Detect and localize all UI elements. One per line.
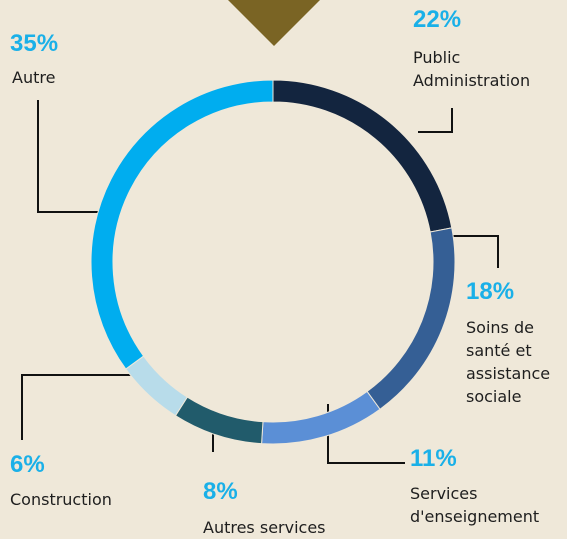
leader-line (418, 108, 453, 133)
value-label: 22% (413, 6, 462, 33)
category-label: Construction (10, 490, 112, 509)
category-label: Public Administration (413, 48, 531, 90)
leader-line (37, 100, 105, 213)
donut-slice (125, 355, 188, 417)
leader-line (440, 235, 499, 268)
donut-slice (90, 79, 274, 370)
pointer-triangle (228, 0, 320, 46)
donut-slice (366, 227, 456, 410)
category-label: Autres services (203, 518, 326, 537)
category-label: Soins de santé et assistance sociale (466, 318, 551, 406)
category-label: Autre (12, 68, 56, 87)
value-label: 35% (10, 30, 59, 57)
donut-slice (272, 79, 453, 233)
value-label: 8% (203, 478, 238, 505)
value-label: 11% (410, 445, 457, 472)
value-label: 6% (10, 451, 45, 478)
donut-slice (261, 390, 381, 445)
donut-slice (174, 396, 264, 445)
category-label: Services d'enseignement (410, 484, 540, 526)
value-label: 18% (466, 278, 515, 305)
leader-line (21, 374, 135, 440)
